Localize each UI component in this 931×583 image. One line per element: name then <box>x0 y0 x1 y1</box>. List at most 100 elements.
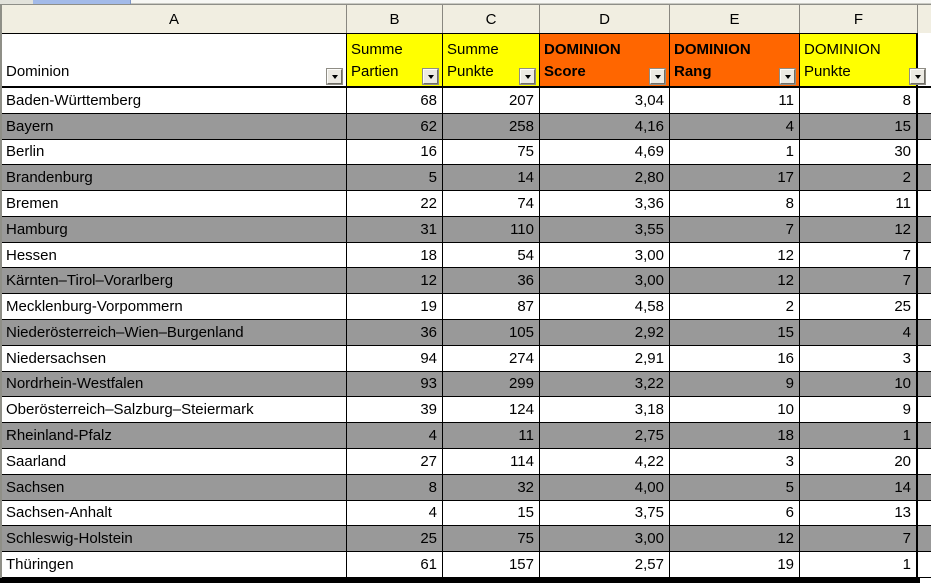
cell-value[interactable]: 94 <box>347 345 443 372</box>
cell-value[interactable]: 12 <box>670 526 800 553</box>
cell-value[interactable]: 75 <box>443 526 540 553</box>
cell-value[interactable]: 4,69 <box>540 139 670 166</box>
cell-value[interactable]: 4 <box>800 320 918 346</box>
cell-value[interactable]: 12 <box>347 268 443 295</box>
cell-value[interactable]: 12 <box>670 242 800 269</box>
cell-dominion-name[interactable]: Hamburg <box>2 216 347 243</box>
cell-dominion-name[interactable]: Hessen <box>2 242 347 269</box>
column-letter-d[interactable]: D <box>540 5 670 33</box>
cell-dominion-name[interactable]: Niederösterreich–Wien–Burgenland <box>2 320 347 346</box>
column-letter-e[interactable]: E <box>670 5 800 33</box>
cell-value[interactable]: 1 <box>670 139 800 166</box>
cell-value[interactable]: 3,18 <box>540 397 670 424</box>
cell-value[interactable]: 15 <box>800 113 918 140</box>
cell-dominion-name[interactable]: Berlin <box>2 139 347 166</box>
cell-value[interactable]: 3,00 <box>540 268 670 295</box>
cell-value[interactable]: 18 <box>347 242 443 269</box>
cell-value[interactable]: 3 <box>800 345 918 372</box>
cell-dominion-name[interactable]: Baden-Württemberg <box>2 88 347 114</box>
cell-value[interactable]: 22 <box>347 191 443 217</box>
cell-value[interactable]: 15 <box>443 500 540 527</box>
cell-value[interactable]: 2,80 <box>540 165 670 192</box>
column-letter-c[interactable]: C <box>443 5 540 33</box>
cell-dominion-name[interactable]: Rheinland-Pfalz <box>2 423 347 449</box>
cell-value[interactable]: 4,00 <box>540 474 670 501</box>
cell-value[interactable]: 30 <box>800 139 918 166</box>
cell-value[interactable]: 12 <box>800 216 918 243</box>
cell-dominion-name[interactable]: Nordrhein-Westfalen <box>2 371 347 398</box>
cell-value[interactable]: 2,75 <box>540 423 670 449</box>
header-cell-d[interactable]: DOMINION Score <box>540 33 670 88</box>
cell-dominion-name[interactable]: Thüringen <box>2 552 347 578</box>
cell-value[interactable]: 4,22 <box>540 448 670 475</box>
cell-value[interactable]: 7 <box>670 216 800 243</box>
header-cell-c[interactable]: Summe Punkte <box>443 33 540 88</box>
cell-value[interactable]: 25 <box>800 294 918 321</box>
cell-value[interactable]: 16 <box>347 139 443 166</box>
cell-value[interactable]: 4 <box>347 500 443 527</box>
cell-value[interactable]: 8 <box>800 88 918 114</box>
cell-value[interactable]: 11 <box>670 88 800 114</box>
cell-value[interactable]: 93 <box>347 371 443 398</box>
cell-value[interactable]: 6 <box>670 500 800 527</box>
cell-value[interactable]: 3,55 <box>540 216 670 243</box>
cell-value[interactable]: 2,57 <box>540 552 670 578</box>
header-cell-f[interactable]: DOMINION Punkte <box>800 33 926 88</box>
cell-dominion-name[interactable]: Saarland <box>2 448 347 475</box>
cell-value[interactable]: 258 <box>443 113 540 140</box>
cell-value[interactable]: 13 <box>800 500 918 527</box>
cell-value[interactable]: 110 <box>443 216 540 243</box>
cell-dominion-name[interactable]: Oberösterreich–Salzburg–Steiermark <box>2 397 347 424</box>
cell-value[interactable]: 19 <box>347 294 443 321</box>
cell-dominion-name[interactable]: Schleswig-Holstein <box>2 526 347 553</box>
cell-value[interactable]: 11 <box>443 423 540 449</box>
cell-value[interactable]: 105 <box>443 320 540 346</box>
header-cell-a[interactable]: Dominion <box>2 33 347 88</box>
filter-dropdown-button-a[interactable] <box>326 68 343 85</box>
cell-value[interactable]: 3,04 <box>540 88 670 114</box>
cell-value[interactable]: 7 <box>800 268 918 295</box>
cell-value[interactable]: 3,75 <box>540 500 670 527</box>
filter-dropdown-button-b[interactable] <box>422 68 439 85</box>
cell-value[interactable]: 12 <box>670 268 800 295</box>
cell-value[interactable]: 10 <box>800 371 918 398</box>
cell-value[interactable]: 14 <box>800 474 918 501</box>
cell-value[interactable]: 2 <box>670 294 800 321</box>
cell-value[interactable]: 32 <box>443 474 540 501</box>
cell-dominion-name[interactable]: Bremen <box>2 191 347 217</box>
cell-dominion-name[interactable]: Mecklenburg-Vorpommern <box>2 294 347 321</box>
column-letter-b[interactable]: B <box>347 5 443 33</box>
cell-value[interactable]: 4 <box>670 113 800 140</box>
cell-value[interactable]: 61 <box>347 552 443 578</box>
cell-value[interactable]: 87 <box>443 294 540 321</box>
cell-value[interactable]: 39 <box>347 397 443 424</box>
cell-value[interactable]: 15 <box>670 320 800 346</box>
cell-value[interactable]: 36 <box>347 320 443 346</box>
cell-value[interactable]: 2,92 <box>540 320 670 346</box>
cell-value[interactable]: 207 <box>443 88 540 114</box>
cell-value[interactable]: 74 <box>443 191 540 217</box>
cell-dominion-name[interactable]: Bayern <box>2 113 347 140</box>
cell-value[interactable]: 3,00 <box>540 242 670 269</box>
cell-value[interactable]: 16 <box>670 345 800 372</box>
cell-value[interactable]: 1 <box>800 423 918 449</box>
column-letter-a[interactable]: A <box>2 5 347 33</box>
cell-value[interactable]: 4 <box>347 423 443 449</box>
cell-value[interactable]: 2 <box>800 165 918 192</box>
cell-value[interactable]: 20 <box>800 448 918 475</box>
cell-value[interactable]: 3,36 <box>540 191 670 217</box>
cell-dominion-name[interactable]: Niedersachsen <box>2 345 347 372</box>
cell-value[interactable]: 31 <box>347 216 443 243</box>
cell-value[interactable]: 5 <box>670 474 800 501</box>
cell-value[interactable]: 62 <box>347 113 443 140</box>
cell-dominion-name[interactable]: Sachsen-Anhalt <box>2 500 347 527</box>
cell-value[interactable]: 36 <box>443 268 540 295</box>
cell-value[interactable]: 2,91 <box>540 345 670 372</box>
cell-dominion-name[interactable]: Brandenburg <box>2 165 347 192</box>
cell-value[interactable]: 274 <box>443 345 540 372</box>
column-letter-f[interactable]: F <box>800 5 918 33</box>
filter-dropdown-button-e[interactable] <box>779 68 796 85</box>
cell-value[interactable]: 3,00 <box>540 526 670 553</box>
cell-value[interactable]: 4,16 <box>540 113 670 140</box>
cell-value[interactable]: 10 <box>670 397 800 424</box>
